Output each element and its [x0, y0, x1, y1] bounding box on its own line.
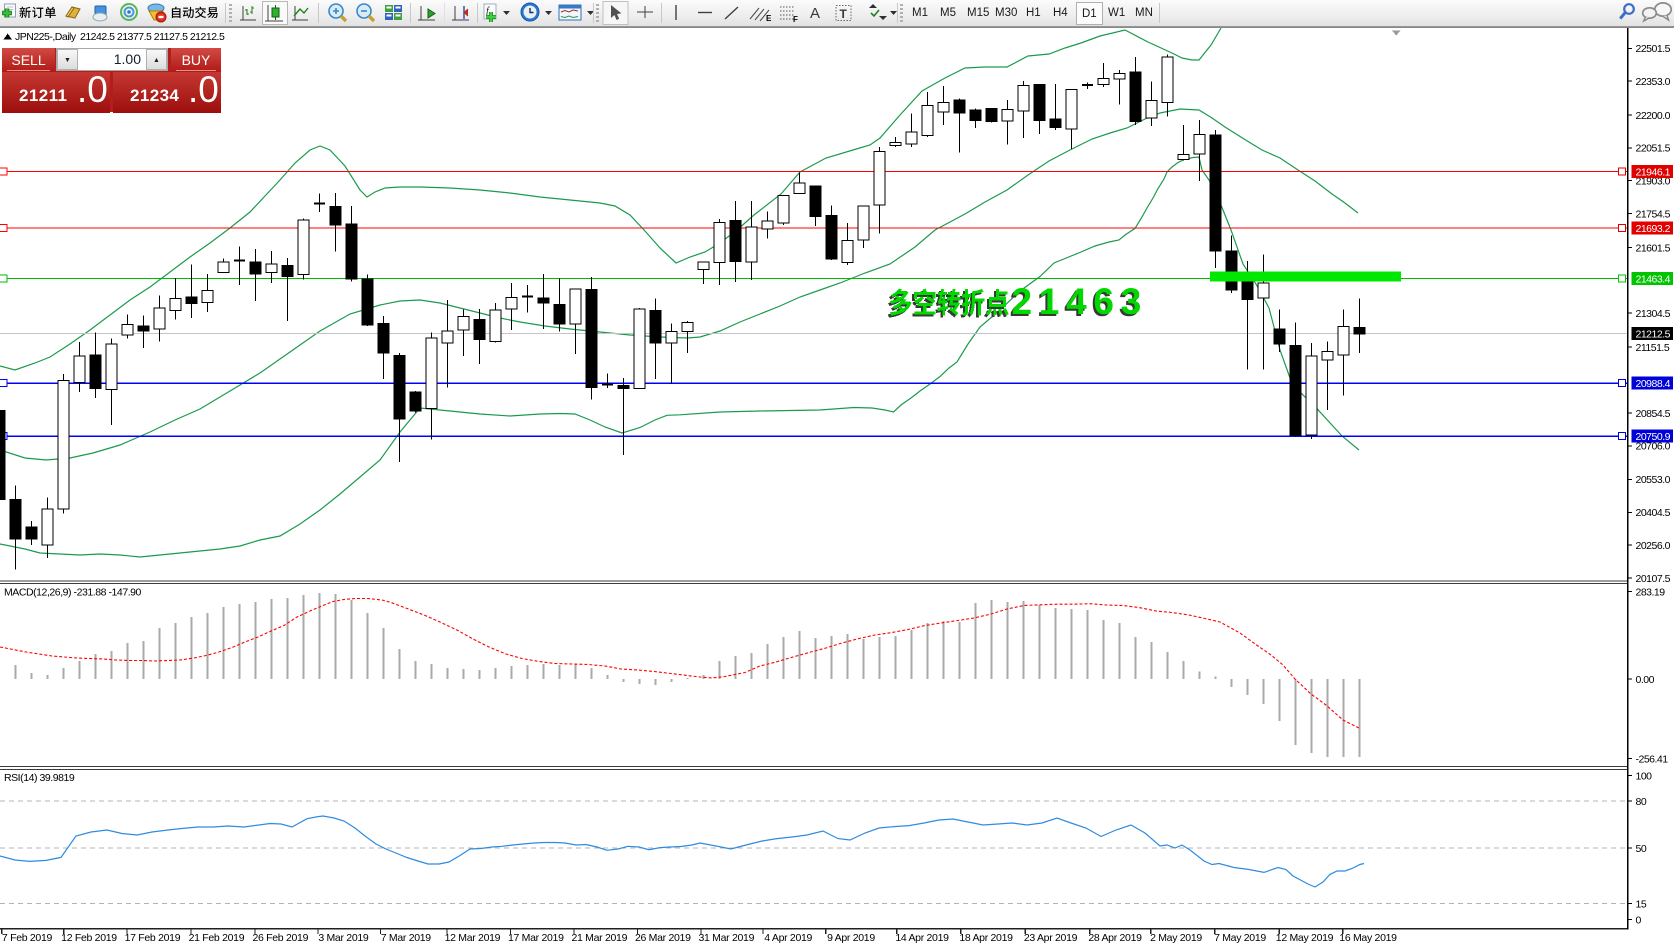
svg-text:F: F [793, 15, 798, 24]
svg-text:20256.0: 20256.0 [1636, 540, 1671, 552]
svg-text:20553.0: 20553.0 [1636, 474, 1671, 486]
svg-text:17 Mar 2019: 17 Mar 2019 [508, 932, 564, 944]
svg-text:f: f [486, 6, 490, 17]
svg-text:3 Mar 2019: 3 Mar 2019 [318, 932, 369, 944]
svg-text:-256.41: -256.41 [1636, 753, 1669, 765]
svg-text:21242.5 21377.5 21127.5 21212.: 21242.5 21377.5 21127.5 21212.5 [80, 31, 225, 43]
svg-text:20706.0: 20706.0 [1636, 441, 1671, 453]
svg-text:21754.5: 21754.5 [1636, 208, 1671, 220]
svg-text:7 May 2019: 7 May 2019 [1214, 932, 1266, 944]
svg-text:4: 4 [1066, 281, 1087, 322]
svg-text:6: 6 [1093, 281, 1114, 322]
svg-text:17 Feb 2019: 17 Feb 2019 [125, 932, 181, 944]
svg-text:22501.5: 22501.5 [1636, 43, 1671, 55]
svg-text:283.19: 283.19 [1636, 586, 1666, 598]
svg-text:21601.5: 21601.5 [1636, 242, 1671, 254]
svg-text:E: E [766, 14, 772, 23]
svg-text:80: 80 [1636, 796, 1647, 808]
svg-text:21212.5: 21212.5 [1636, 328, 1671, 340]
svg-text:JPN225-,Daily: JPN225-,Daily [15, 31, 77, 43]
svg-text:22200.0: 22200.0 [1636, 110, 1671, 122]
svg-text:23 Apr 2019: 23 Apr 2019 [1024, 932, 1078, 944]
svg-text:20854.5: 20854.5 [1636, 408, 1671, 420]
svg-text:26 Mar 2019: 26 Mar 2019 [635, 932, 691, 944]
svg-text:21 Mar 2019: 21 Mar 2019 [571, 932, 627, 944]
svg-text:9 Apr 2019: 9 Apr 2019 [827, 932, 875, 944]
svg-text:2: 2 [1012, 281, 1033, 322]
svg-text:1: 1 [1037, 283, 1058, 324]
svg-text:3: 3 [1119, 283, 1140, 324]
svg-text:12 May 2019: 12 May 2019 [1276, 932, 1334, 944]
svg-text:RSI(14) 39.9819: RSI(14) 39.9819 [4, 772, 75, 784]
svg-text:21946.1: 21946.1 [1636, 166, 1671, 178]
svg-text:20404.5: 20404.5 [1636, 507, 1671, 519]
svg-text:20750.9: 20750.9 [1636, 431, 1671, 443]
svg-text:3: 3 [1121, 281, 1142, 322]
svg-text:7 Mar 2019: 7 Mar 2019 [381, 932, 432, 944]
svg-text:12 Mar 2019: 12 Mar 2019 [445, 932, 501, 944]
svg-text:0.00: 0.00 [1636, 674, 1655, 686]
svg-text:22353.0: 22353.0 [1636, 76, 1671, 88]
svg-text:21304.5: 21304.5 [1636, 308, 1671, 320]
svg-text:20107.5: 20107.5 [1636, 573, 1671, 585]
svg-text:18 Apr 2019: 18 Apr 2019 [959, 932, 1013, 944]
svg-text:4: 4 [1064, 283, 1085, 324]
svg-text:MACD(12,26,9) -231.88 -147.90: MACD(12,26,9) -231.88 -147.90 [4, 587, 142, 599]
svg-text:21151.5: 21151.5 [1636, 342, 1670, 354]
svg-text:6: 6 [1091, 283, 1112, 324]
svg-text:7 Feb 2019: 7 Feb 2019 [2, 932, 53, 944]
svg-text:21463.4: 21463.4 [1636, 273, 1671, 285]
svg-text:A: A [810, 5, 820, 22]
svg-text:T: T [840, 7, 848, 21]
svg-text:14 Apr 2019: 14 Apr 2019 [895, 932, 949, 944]
svg-text:21 Feb 2019: 21 Feb 2019 [189, 932, 245, 944]
svg-text:21693.2: 21693.2 [1636, 223, 1671, 235]
svg-text:21903.0: 21903.0 [1636, 176, 1671, 188]
svg-text:31 Mar 2019: 31 Mar 2019 [698, 932, 754, 944]
svg-text:12 Feb 2019: 12 Feb 2019 [61, 932, 117, 944]
svg-text:16 May 2019: 16 May 2019 [1339, 932, 1397, 944]
svg-text:50: 50 [1636, 843, 1647, 855]
svg-text:15: 15 [1636, 898, 1647, 910]
svg-text:100: 100 [1636, 770, 1653, 782]
svg-text:1: 1 [1039, 281, 1060, 322]
svg-text:0: 0 [1636, 914, 1642, 926]
svg-text:22051.5: 22051.5 [1636, 143, 1671, 155]
svg-text:2 May 2019: 2 May 2019 [1150, 932, 1202, 944]
svg-text:4 Apr 2019: 4 Apr 2019 [764, 932, 812, 944]
svg-text:2: 2 [1010, 283, 1031, 324]
svg-text:26 Feb 2019: 26 Feb 2019 [252, 932, 308, 944]
svg-text:28 Apr 2019: 28 Apr 2019 [1088, 932, 1142, 944]
svg-text:20988.4: 20988.4 [1636, 378, 1671, 390]
